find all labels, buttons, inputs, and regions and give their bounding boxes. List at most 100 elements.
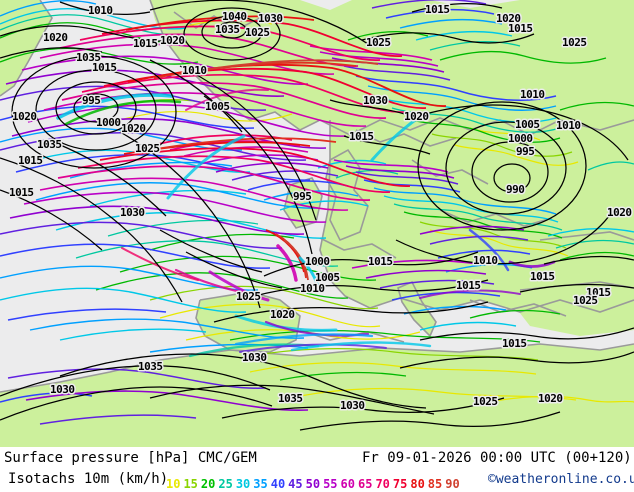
footer-row-title: Surface pressure [hPa] CMC/GEM Fr 09-01-… bbox=[0, 448, 634, 469]
isotach-40 bbox=[0, 8, 557, 403]
isobar-label-halo: 1030 bbox=[363, 94, 388, 107]
isobar-label: 995 bbox=[516, 145, 534, 158]
isobar-label-halo: 1020 bbox=[496, 12, 521, 25]
isobar-label: 1020 bbox=[121, 122, 146, 135]
legend-value-25: 25 bbox=[218, 477, 233, 491]
legend-value-45: 45 bbox=[288, 477, 303, 491]
isobar-label-halo: 1035 bbox=[76, 51, 101, 64]
isobar-label-halo: 1015 bbox=[92, 61, 117, 74]
legend-value-80: 80 bbox=[410, 477, 425, 491]
isobar-label-halo: 1020 bbox=[12, 110, 37, 123]
isobar-label: 1015 bbox=[530, 270, 555, 283]
isobar-label-halo: 1010 bbox=[182, 64, 207, 77]
isobar-label-halo: 1015 bbox=[508, 22, 533, 35]
isobar-label: 1005 bbox=[315, 271, 340, 284]
isobar-label-halo: 1025 bbox=[245, 26, 270, 39]
isobar-label-halo: 1010 bbox=[473, 254, 498, 267]
legend-value-90: 90 bbox=[445, 477, 460, 491]
legend-value-10: 10 bbox=[166, 477, 181, 491]
isobar-label-halo: 1020 bbox=[43, 31, 68, 44]
isobar-label-halo: 1005 bbox=[515, 118, 540, 131]
isobar-label-halo: 995 bbox=[516, 145, 534, 158]
legend-value-40: 40 bbox=[270, 477, 286, 491]
isobar-label: 1000 bbox=[305, 255, 330, 268]
isobar-layer bbox=[0, 0, 634, 431]
isobar-label: 1000 bbox=[508, 132, 533, 145]
isobar-label-halo: 1025 bbox=[573, 294, 598, 307]
isobar-label: 1010 bbox=[473, 254, 498, 267]
isobar-label: 1020 bbox=[160, 34, 185, 47]
isobar-label-halo: 1025 bbox=[236, 290, 261, 303]
isobar-label-halo: 1000 bbox=[96, 116, 121, 129]
isobar-label: 1015 bbox=[425, 3, 450, 16]
isobar-label-halo: 1005 bbox=[315, 271, 340, 284]
isobar-label-halo: 1015 bbox=[586, 286, 611, 299]
isobar-label-halo: 1015 bbox=[9, 186, 34, 199]
isobar-label: 1025 bbox=[573, 294, 598, 307]
isobar-label: 1010 bbox=[556, 119, 581, 132]
isobar-label: 1010 bbox=[182, 64, 207, 77]
isobar-label: 1035 bbox=[37, 138, 62, 151]
isobar-label-halo: 1025 bbox=[135, 142, 160, 155]
isobar-label: 1030 bbox=[363, 94, 388, 107]
isobar-label: 1015 bbox=[92, 61, 117, 74]
isobar-label: 1020 bbox=[496, 12, 521, 25]
isobar-label: 1030 bbox=[50, 383, 75, 396]
isobar-label: 1040 bbox=[222, 10, 247, 23]
isobar-label-halo: 1035 bbox=[37, 138, 62, 151]
isobar-label-halo: 1035 bbox=[278, 392, 303, 405]
isobar-label-halo: 1025 bbox=[473, 395, 498, 408]
isobar-label-halo: 1030 bbox=[120, 206, 145, 219]
isobar-label: 1015 bbox=[586, 286, 611, 299]
isobar-label-halo: 1015 bbox=[425, 3, 450, 16]
isobar-label-halo: 1020 bbox=[270, 308, 295, 321]
isobar-label: 1030 bbox=[340, 399, 365, 412]
isobar-label-halo: 995 bbox=[82, 94, 100, 107]
isobar-label: 1020 bbox=[12, 110, 37, 123]
isobar-label-halo: 995 bbox=[293, 190, 311, 203]
isotach-55 bbox=[21, 51, 479, 269]
jet-core-layer bbox=[56, 88, 556, 358]
isobar-label: 995 bbox=[82, 94, 100, 107]
isobar-label-halo: 1000 bbox=[305, 255, 330, 268]
isobar-label-halo: 1010 bbox=[556, 119, 581, 132]
isobar-label-halo: 1015 bbox=[530, 270, 555, 283]
isobar-label-halo: 1000 bbox=[508, 132, 533, 145]
isobar-label: 1025 bbox=[245, 26, 270, 39]
isobar-label: 1025 bbox=[473, 395, 498, 408]
isobar-label-halo: 1005 bbox=[205, 100, 230, 113]
isobar-label: 1030 bbox=[258, 12, 283, 25]
isobar-label-halo: 1015 bbox=[502, 337, 527, 350]
legend-value-65: 65 bbox=[357, 477, 373, 491]
isobar-label: 1020 bbox=[43, 31, 68, 44]
isobar-label-halo: 1030 bbox=[258, 12, 283, 25]
footer-row-legend: Isotachs 10m (km/h) 10 15 20 25 30 35 40 45 50 55… bbox=[0, 469, 634, 491]
isobar-label-halo: 1030 bbox=[340, 399, 365, 412]
chart-footer: Surface pressure [hPa] CMC/GEM Fr 09-01-… bbox=[0, 447, 634, 491]
isobar-label: 1035 bbox=[138, 360, 163, 373]
isobar-label-halo: 1040 bbox=[222, 10, 247, 23]
isobar-label-halo: 1010 bbox=[300, 282, 325, 295]
isobar-label-halo: 1025 bbox=[366, 36, 391, 49]
isobar-label-halo: 990 bbox=[506, 183, 524, 196]
legend-value-20: 20 bbox=[200, 477, 216, 491]
isobar-label-halo: 1035 bbox=[138, 360, 163, 373]
isotach-30 bbox=[0, 8, 634, 341]
isobar-label: 1015 bbox=[456, 279, 481, 292]
isobar-label-halo: 1035 bbox=[215, 23, 240, 36]
isobar-label-halo: 1030 bbox=[50, 383, 75, 396]
coastline-layer bbox=[0, 0, 634, 393]
legend-value-55: 55 bbox=[323, 477, 338, 491]
isobar-label: 1025 bbox=[366, 36, 391, 49]
legend-value-35: 35 bbox=[253, 477, 268, 491]
isobar-label-halo: 1020 bbox=[121, 122, 146, 135]
isobar-label: 1020 bbox=[404, 110, 429, 123]
copyright-credit: ©weatheronline.co.uk bbox=[488, 472, 634, 487]
isobar-label: 1005 bbox=[205, 100, 230, 113]
legend-value-50: 50 bbox=[305, 477, 321, 491]
legend-value-30: 30 bbox=[235, 477, 251, 491]
weather-map[interactable]: 1010 1010 1040 1040 1030 1030 1035 1035 1025 1025… bbox=[0, 0, 634, 447]
isobar-label-halo: 1025 bbox=[562, 36, 587, 49]
isobar-label: 1000 bbox=[96, 116, 121, 129]
